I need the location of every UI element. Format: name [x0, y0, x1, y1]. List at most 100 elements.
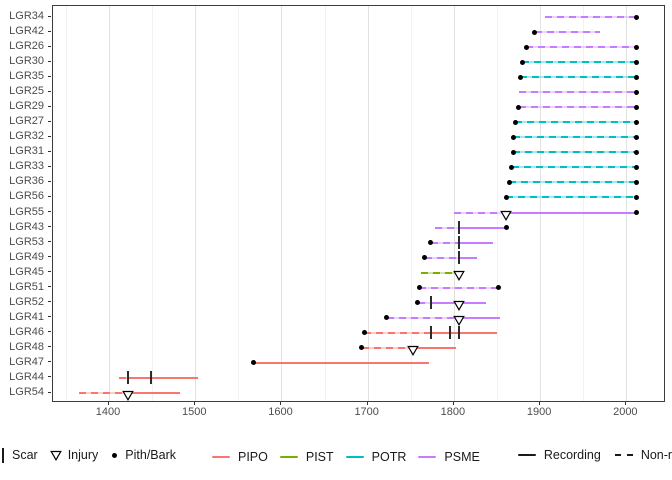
gridline-major	[540, 6, 542, 401]
species-line-icon	[212, 455, 230, 458]
x-tick	[366, 402, 368, 405]
non-recording-segment	[417, 301, 431, 304]
recording-segment	[459, 316, 500, 319]
recording-segment	[459, 226, 507, 229]
y-tick	[48, 120, 51, 122]
species-line-icon	[345, 455, 364, 458]
legend-item-species-pipo: PIPO	[212, 450, 268, 464]
y-tick-label: LGR29	[9, 100, 44, 113]
y-tick-label: LGR27	[9, 115, 44, 128]
pith-marker	[532, 29, 538, 35]
y-tick	[48, 45, 51, 47]
y-tick-label: LGR32	[9, 130, 44, 143]
pith-marker	[503, 194, 509, 200]
legend-label-non-recording: Non-recording	[640, 448, 672, 462]
scar-marker	[150, 371, 153, 385]
bark-marker	[503, 225, 509, 231]
injury-marker	[453, 298, 465, 311]
x-tick-label: 1400	[95, 406, 121, 418]
gridline-minor	[497, 6, 498, 401]
y-tick	[48, 135, 51, 137]
legend-label-pith-bark: Pith/Bark	[125, 448, 176, 462]
legend-label-species: PSME	[444, 449, 480, 464]
gridline-minor	[152, 6, 154, 401]
gridline-minor	[583, 6, 585, 401]
y-tick	[48, 195, 51, 197]
x-tick	[194, 402, 196, 405]
scar-marker	[458, 236, 461, 250]
pith-marker	[359, 345, 365, 351]
gridline-minor	[65, 6, 67, 401]
x-tick-label: 1800	[440, 406, 466, 418]
non-recording-segment	[421, 271, 460, 274]
recording-segment	[412, 346, 457, 349]
pith-marker	[250, 360, 256, 366]
y-tick-label: LGR33	[9, 160, 44, 173]
x-tick-label: 2000	[613, 406, 638, 418]
non-recording-line-icon	[614, 454, 633, 456]
injury-marker	[453, 313, 465, 326]
recording-segment	[459, 256, 478, 259]
bark-marker	[634, 179, 640, 185]
injury-marker	[406, 343, 419, 356]
y-tick	[48, 15, 51, 17]
gridline-major	[109, 6, 111, 401]
legend: Scar Injury Pith/Bark PIPO PIST POTR PSME R…	[0, 444, 672, 466]
bark-marker	[634, 149, 640, 155]
pith-marker	[422, 255, 428, 261]
y-tick-label: LGR46	[9, 325, 44, 338]
bark-marker	[634, 164, 640, 170]
recording-segment	[506, 211, 637, 214]
non-recording-segment	[513, 151, 637, 154]
legend-label-scar: Scar	[12, 448, 38, 462]
species-line-icon	[418, 455, 437, 458]
recording-segment	[430, 331, 497, 334]
non-recording-segment	[513, 136, 637, 139]
legend-item-pith-bark: Pith/Bark	[112, 448, 176, 462]
x-tick	[452, 402, 454, 405]
non-recording-segment	[453, 211, 507, 214]
y-tick-label: LGR53	[9, 235, 44, 248]
pith-marker	[361, 330, 367, 336]
non-recording-segment	[545, 16, 637, 18]
y-tick-label: LGR31	[9, 145, 44, 158]
x-tick-label: 1700	[354, 406, 379, 418]
pith-marker	[519, 59, 525, 65]
pith-marker	[415, 300, 421, 306]
pith-marker	[506, 179, 512, 185]
y-tick-label: LGR45	[9, 265, 44, 278]
non-recording-segment	[522, 61, 637, 64]
non-recording-segment	[119, 376, 128, 379]
legend-item-species-psme: PSME	[418, 449, 480, 464]
x-tick-label: 1500	[182, 406, 207, 418]
non-recording-segment	[419, 286, 499, 289]
y-tick	[48, 75, 51, 77]
legend-item-scar: Scar	[2, 447, 38, 463]
non-recording-segment	[519, 91, 637, 94]
non-recording-segment	[515, 121, 637, 124]
recording-line-icon	[517, 454, 536, 456]
bark-marker	[634, 14, 640, 20]
non-recording-segment	[78, 392, 128, 394]
bark-marker	[634, 194, 640, 200]
pith-marker	[416, 285, 422, 291]
y-tick-label: LGR30	[9, 55, 44, 68]
legend-label-species: PIST	[305, 449, 334, 464]
y-tick-label: LGR52	[9, 295, 44, 308]
non-recording-segment	[534, 31, 601, 34]
y-tick	[48, 180, 51, 182]
y-tick	[48, 301, 51, 303]
bark-marker	[634, 89, 640, 95]
y-tick	[48, 150, 51, 152]
y-tick-label: LGR48	[9, 340, 44, 353]
pith-marker	[516, 104, 522, 110]
scar-marker	[458, 251, 461, 265]
injury-triangle-icon	[49, 450, 62, 461]
y-tick	[48, 346, 51, 348]
recording-segment	[253, 361, 429, 364]
bark-marker	[634, 44, 640, 50]
bark-marker	[634, 59, 640, 65]
gridline-major	[195, 6, 197, 401]
y-tick	[48, 90, 51, 92]
